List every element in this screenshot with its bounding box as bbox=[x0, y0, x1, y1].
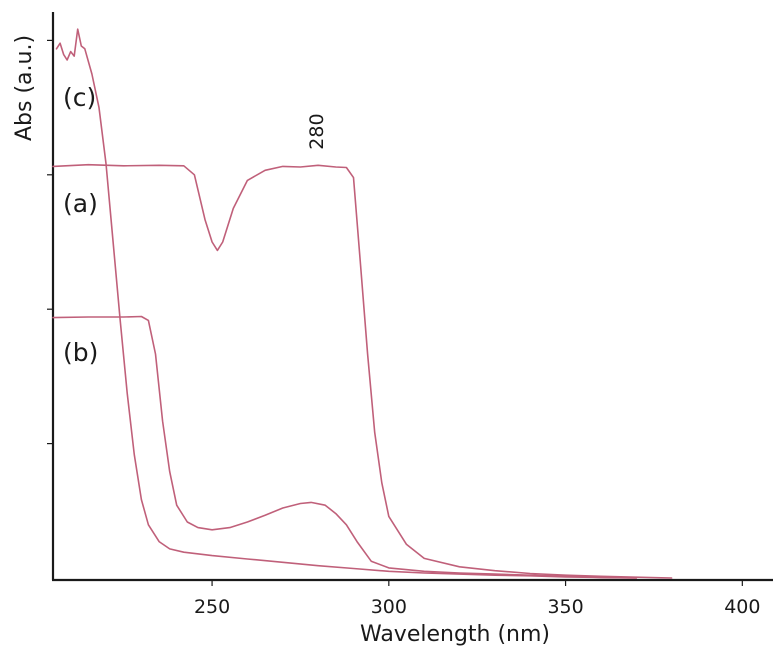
x-ticks: 250 300 350 400 bbox=[194, 580, 760, 618]
x-tick-label: 250 bbox=[194, 596, 230, 618]
series-labels: (a) (b) (c) bbox=[63, 83, 98, 367]
series-line-b bbox=[52, 315, 638, 579]
x-tick-label: 350 bbox=[547, 596, 583, 618]
x-tick-label: 300 bbox=[371, 596, 407, 618]
axes bbox=[51, 12, 773, 582]
series-label-a: (a) bbox=[63, 189, 98, 218]
series-line-c bbox=[55, 28, 638, 579]
series-label-b: (b) bbox=[63, 338, 98, 367]
x-axis-label: Wavelength (nm) bbox=[360, 622, 550, 647]
annotation-peak-label: 280 bbox=[306, 113, 328, 149]
annotations: 280 bbox=[306, 113, 328, 149]
y-axis-label: Abs (a.u.) bbox=[12, 35, 37, 141]
x-tick-label: 400 bbox=[724, 596, 760, 618]
series-line-a bbox=[52, 163, 673, 579]
series-layer bbox=[52, 28, 673, 579]
series-label-c: (c) bbox=[63, 83, 96, 112]
y-ticks bbox=[47, 39, 53, 445]
